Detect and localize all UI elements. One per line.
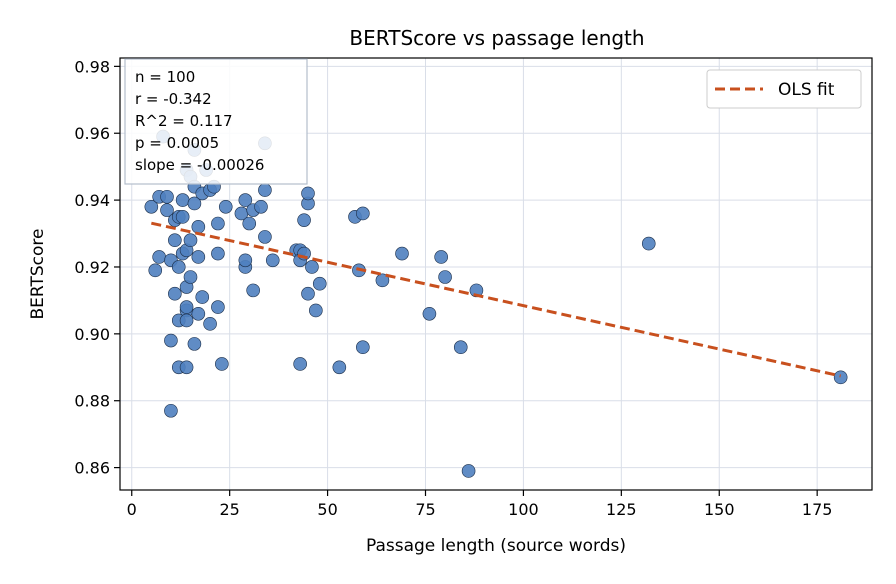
data-point: [242, 216, 257, 231]
data-point: [469, 283, 484, 298]
data-point: [183, 270, 198, 284]
x-tick-label: 50: [317, 500, 337, 519]
data-point: [461, 464, 476, 478]
data-point: [187, 196, 202, 211]
data-point: [301, 186, 315, 201]
data-point: [211, 300, 225, 314]
data-point: [438, 270, 452, 284]
y-tick-label: 0.86: [74, 459, 110, 478]
data-point: [191, 250, 206, 264]
stats-line: n = 100: [135, 68, 195, 86]
data-point: [152, 250, 166, 264]
data-point: [395, 246, 409, 261]
data-point: [301, 286, 315, 301]
stats-line: r = -0.342: [135, 90, 212, 108]
data-point: [168, 286, 182, 301]
x-tick-label: 100: [508, 500, 539, 519]
data-point: [434, 250, 448, 264]
x-tick-label: 125: [606, 500, 637, 519]
data-point: [144, 199, 159, 214]
y-tick-label: 0.92: [74, 258, 110, 277]
x-tick-label: 0: [127, 500, 137, 519]
data-point: [179, 300, 194, 314]
data-point: [641, 236, 656, 251]
data-point: [187, 337, 202, 351]
y-tick-label: 0.98: [74, 57, 110, 76]
data-point: [160, 203, 174, 217]
data-point: [312, 276, 327, 291]
data-point: [179, 360, 194, 375]
data-point: [238, 193, 253, 207]
data-point: [422, 306, 437, 321]
x-tick-label: 75: [415, 500, 435, 519]
data-point: [148, 263, 163, 278]
data-point: [175, 193, 190, 207]
data-point: [183, 233, 198, 248]
data-point: [211, 216, 225, 231]
stats-line: R^2 = 0.117: [135, 112, 233, 130]
data-point: [305, 260, 319, 274]
data-point: [203, 317, 217, 331]
data-point: [258, 183, 272, 197]
chart-title: BERTScore vs passage length: [349, 26, 644, 50]
data-point: [179, 313, 194, 328]
y-axis-ticks: 0.86 0.88 0.90 0.92 0.94 0.96 0.98: [74, 57, 120, 478]
data-point: [293, 357, 307, 371]
legend-label: OLS fit: [778, 80, 835, 100]
data-point: [309, 303, 323, 318]
data-point: [215, 357, 229, 371]
data-point: [171, 260, 186, 274]
x-axis-ticks: 0 25 50 75 100 125 150 175: [127, 490, 833, 519]
data-point: [246, 283, 260, 298]
stats-line: slope = -0.00026: [135, 156, 264, 174]
data-point: [238, 253, 253, 268]
data-point: [297, 213, 311, 227]
y-tick-label: 0.90: [74, 325, 110, 344]
data-point: [356, 340, 370, 355]
x-tick-label: 25: [219, 500, 239, 519]
plot-frame: [119, 57, 873, 491]
y-axis-label: BERTScore: [28, 229, 48, 320]
data-point: [356, 206, 370, 221]
data-point: [218, 199, 233, 214]
data-point: [168, 233, 182, 248]
data-point: [191, 220, 206, 234]
data-point: [211, 246, 225, 261]
stats-box: n = 100 r = -0.342 R^2 = 0.117 p = 0.000…: [124, 58, 308, 185]
legend-frame: [706, 69, 862, 109]
y-tick-label: 0.94: [74, 191, 110, 210]
data-point: [258, 230, 272, 244]
data-point: [453, 340, 468, 355]
data-point: [254, 199, 268, 214]
data-point: [375, 273, 390, 288]
ols-fit-line: [151, 221, 841, 378]
data-point: [265, 253, 280, 268]
data-point: [195, 290, 210, 304]
data-point: [332, 360, 347, 375]
x-tick-label: 150: [704, 500, 735, 519]
x-axis-label: Passage length (source words): [366, 536, 626, 556]
stats-line: p = 0.0005: [135, 134, 219, 152]
data-point: [164, 403, 178, 418]
data-point: [191, 306, 206, 321]
legend: OLS fit: [706, 69, 862, 109]
x-tick-label: 175: [802, 500, 833, 519]
stats-box-frame: [124, 58, 308, 185]
data-point: [164, 333, 178, 348]
data-point: [175, 210, 190, 224]
y-tick-label: 0.88: [74, 392, 110, 411]
data-point: [160, 189, 174, 204]
data-point: [833, 370, 848, 385]
y-tick-label: 0.96: [74, 124, 110, 143]
